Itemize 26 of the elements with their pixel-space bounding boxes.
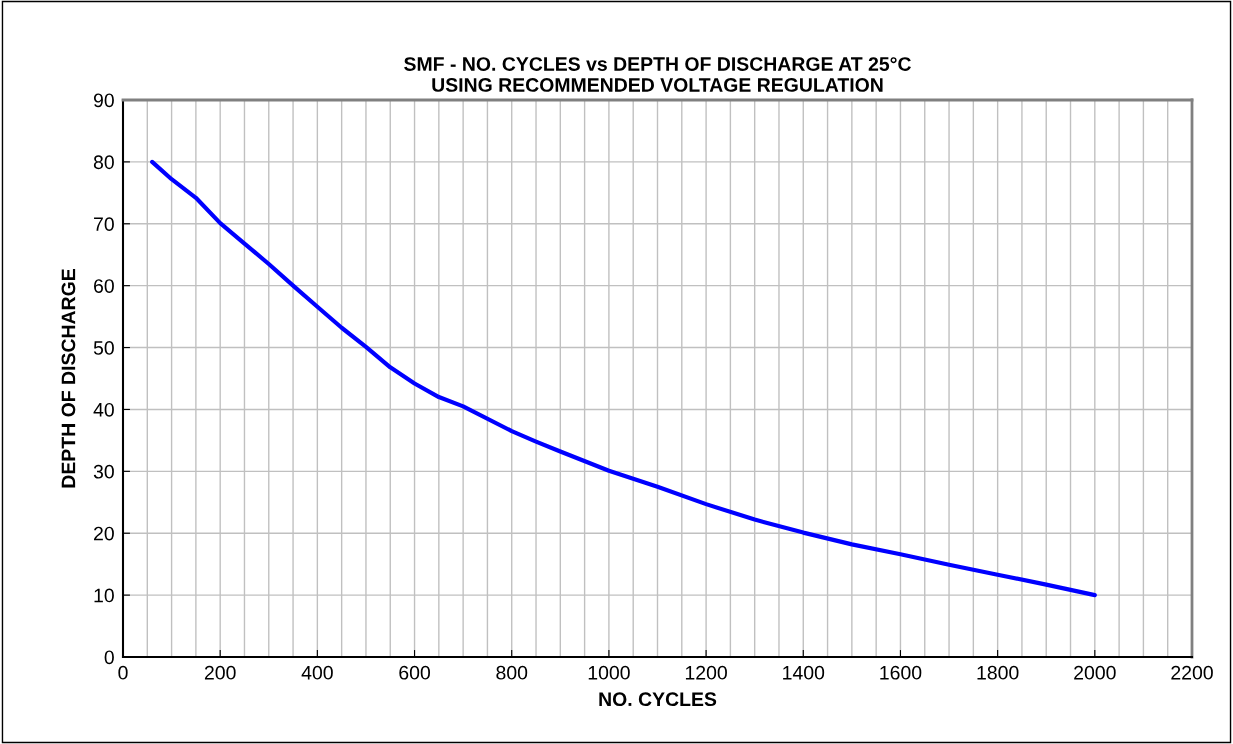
x-tick-label: 1200	[685, 665, 727, 680]
x-axis-title: NO. CYCLES	[599, 692, 717, 707]
y-tick-label: 40	[93, 402, 114, 417]
y-tick-label: 50	[93, 341, 114, 355]
chart-title: SMF - NO. CYCLES vs DEPTH OF DISCHARGE AT 25°C USING RECOMMENDED VOLTAGE REGULATION	[404, 57, 911, 92]
x-tick-label: 400	[301, 665, 333, 680]
y-tick-label: 70	[94, 217, 114, 232]
x-tick-label: 0	[118, 665, 128, 680]
y-axis-title: DEPTH OF DISCHARGE	[61, 269, 76, 488]
x-tick-label: 600	[399, 665, 431, 680]
x-tick-label: 1000	[588, 665, 630, 680]
x-tick-label: 1600	[880, 665, 922, 680]
y-tick-label: 20	[94, 526, 114, 541]
y-tick-label: 10	[94, 588, 114, 603]
x-tick-label: 2200	[1171, 665, 1213, 680]
line-series	[150, 159, 1097, 598]
x-tick-label: 1400	[783, 665, 825, 680]
y-tick-label: 60	[94, 279, 114, 293]
y-tick-label: 90	[93, 93, 114, 108]
y-tick-label: 30	[93, 464, 114, 479]
y-tick-label: 0	[104, 650, 114, 665]
x-tick-label: 2000	[1074, 665, 1116, 680]
x-tick-label: 1800	[977, 665, 1019, 680]
y-tick-label: 80	[93, 155, 114, 170]
x-tick-label: 800	[496, 665, 528, 680]
x-tick-label: 200	[204, 665, 236, 680]
